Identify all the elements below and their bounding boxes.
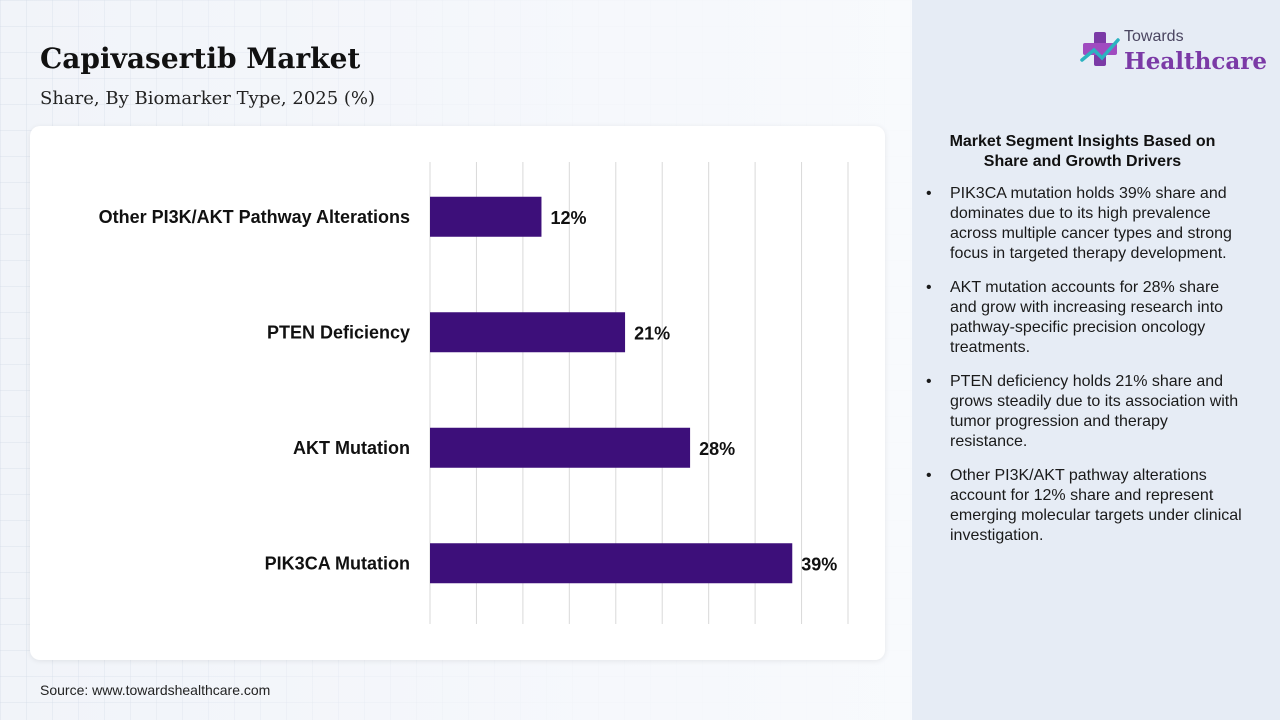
insight-item: • AKT mutation accounts for 28% share and…: [924, 278, 1244, 358]
brand-logo: Towards Healthcare: [1080, 28, 1267, 78]
insight-item: • PTEN deficiency holds 21% share and gro…: [924, 372, 1244, 452]
bar-chart: Other PI3K/AKT Pathway Alterations 12% PTE…: [99, 162, 849, 624]
bar: [430, 312, 626, 353]
category-label: AKT Mutation: [293, 438, 410, 458]
bar: [430, 427, 691, 468]
bar: [430, 543, 793, 584]
category-label: Other PI3K/AKT Pathway Alterations: [99, 207, 410, 227]
data-label: 39%: [801, 554, 837, 574]
insight-text: PIK3CA mutation holds 39% share and domi…: [950, 185, 1232, 262]
logo-main-text: Healthcare: [1124, 48, 1268, 75]
insight-text: Other PI3K/AKT pathway alterations accou…: [950, 467, 1242, 544]
cross-logo-icon: [1080, 32, 1120, 66]
bullet-icon: •: [926, 279, 932, 296]
insight-item: • Other PI3K/AKT pathway alterations acco…: [924, 466, 1244, 546]
bullet-icon: •: [926, 373, 932, 390]
bullet-icon: •: [926, 185, 932, 202]
logo-top-text: Towards: [1124, 28, 1184, 45]
insight-item: • PIK3CA mutation holds 39% share and dom…: [924, 184, 1244, 264]
bullet-icon: •: [926, 467, 932, 484]
bar: [430, 196, 542, 237]
category-label: PTEN Deficiency: [267, 322, 410, 342]
page-subtitle: Share, By Biomarker Type, 2025 (%): [40, 88, 376, 109]
insights-list: • PIK3CA mutation holds 39% share and dom…: [924, 184, 1244, 560]
data-label: 12%: [550, 208, 586, 228]
source-text: Source: www.towardshealthcare.com: [40, 682, 271, 698]
insights-title: Market Segment Insights Based on Share a…: [949, 133, 1216, 170]
page-title: Capivasertib Market: [40, 42, 361, 75]
chart-card: Other PI3K/AKT Pathway Alterations 12% PTE…: [30, 126, 885, 660]
category-label: PIK3CA Mutation: [265, 553, 410, 573]
insights-panel: [912, 0, 1280, 720]
insight-text: AKT mutation accounts for 28% share and …: [950, 279, 1224, 356]
insight-text: PTEN deficiency holds 21% share and grow…: [950, 373, 1239, 450]
data-label: 28%: [699, 439, 735, 459]
data-label: 21%: [634, 323, 670, 343]
